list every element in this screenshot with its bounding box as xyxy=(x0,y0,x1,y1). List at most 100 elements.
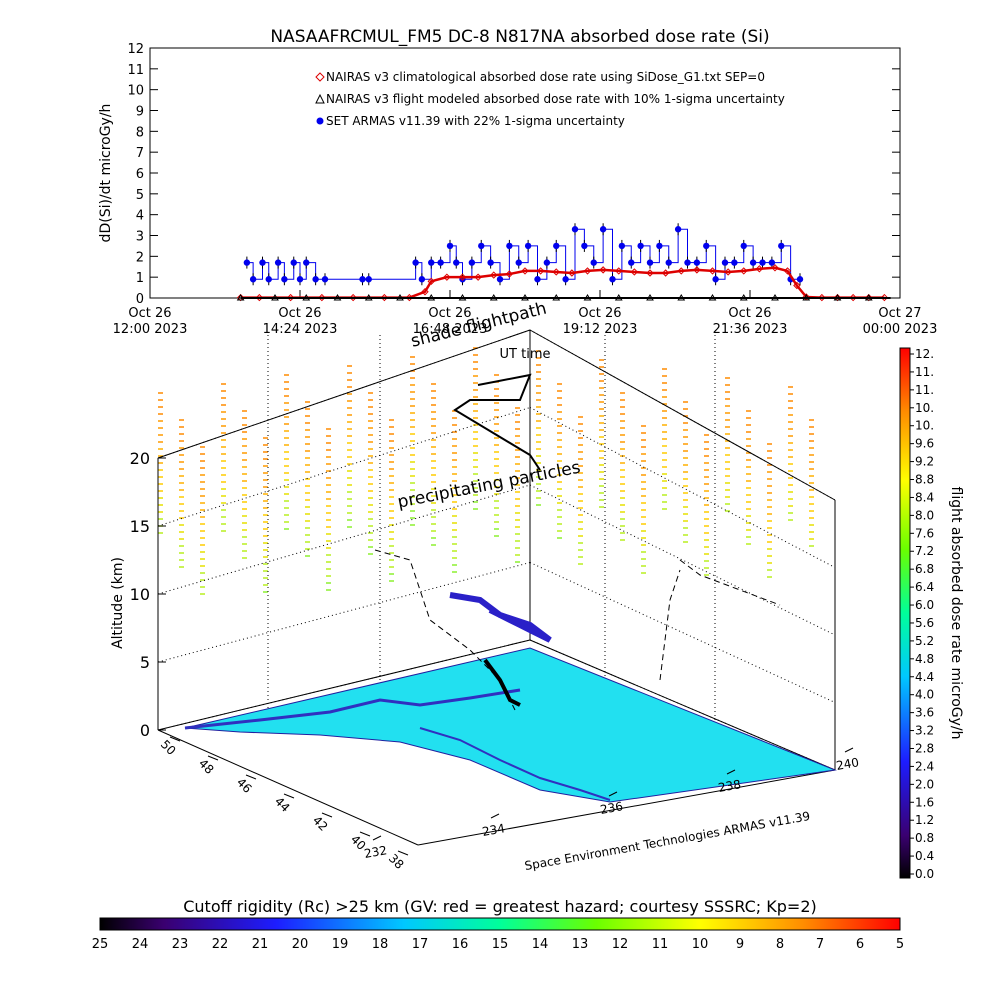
climatological-point xyxy=(880,293,889,302)
climatological-point xyxy=(568,269,576,277)
chart-title: NASAAFRCMUL_FM5 DC-8 N817NA absorbed dos… xyxy=(270,27,769,47)
x-tick-day: Oct 26 xyxy=(728,306,771,321)
y-tick-label: 6 xyxy=(136,167,144,182)
climatological-point xyxy=(318,293,326,302)
armas-connector xyxy=(668,229,679,264)
x-tick-time: 19:12 2023 xyxy=(563,322,638,337)
colorbar-tick-label: 10. xyxy=(915,401,934,415)
x-tick-day: Oct 26 xyxy=(428,306,471,321)
latitude-tick xyxy=(245,774,257,780)
climatological-point xyxy=(474,273,482,281)
cutoff-gradient xyxy=(99,917,901,931)
cutoff-tick-label: 13 xyxy=(572,937,589,952)
climatological-point xyxy=(724,268,732,276)
flight-track-shadow xyxy=(374,549,516,711)
cutoff-tick-label: 5 xyxy=(896,937,904,952)
armas-connector xyxy=(528,245,538,280)
cutoff-tick-label: 11 xyxy=(652,937,669,952)
altitude-gridline xyxy=(157,484,531,595)
climatological-point xyxy=(661,269,670,277)
climatological-series xyxy=(236,264,889,302)
altitude-axis-label: Altitude (km) xyxy=(110,557,126,649)
colorbar-tick-label: 8.8 xyxy=(915,473,934,487)
armas-connector xyxy=(593,229,604,264)
colorbar-tick-label: 2.8 xyxy=(915,741,934,755)
longitude-tick-label: 240 xyxy=(835,755,860,773)
latitude-tick xyxy=(359,831,371,837)
climatological-point xyxy=(380,293,389,302)
x-tick-day: Oct 27 xyxy=(878,306,921,321)
cutoff-tick-label: 8 xyxy=(776,937,784,952)
cutoff-tick-label: 6 xyxy=(856,937,864,952)
colorbar-tick-label: 11. xyxy=(915,365,934,379)
colorbar-tick-label: 2.4 xyxy=(915,759,934,773)
colorbar-tick-label: 3.2 xyxy=(915,724,934,738)
colorbar-tick-label: 1.6 xyxy=(915,795,934,809)
cutoff-tick-label: 14 xyxy=(532,937,549,952)
y-tick-label: 9 xyxy=(136,105,144,120)
colorbar-tick-label: 9.2 xyxy=(915,455,934,469)
cutoff-tick-label: 16 xyxy=(452,937,469,952)
latitude-tick-label: 46 xyxy=(234,775,255,796)
y-tick-label: 4 xyxy=(136,209,144,224)
climatological-point xyxy=(833,293,842,302)
latitude-tick xyxy=(169,736,181,742)
flight-track-projection-top xyxy=(453,373,541,471)
armas-connector xyxy=(500,245,510,280)
3d-gridlines xyxy=(157,329,836,771)
climatological-point xyxy=(771,264,779,272)
cutoff-tick-label: 19 xyxy=(332,937,349,952)
legend-label: NAIRAS v3 climatological absorbed dose r… xyxy=(326,70,765,84)
flight-track-wall-shadow xyxy=(679,559,781,606)
latitude-tick-label: 50 xyxy=(158,737,179,758)
latitude-tick xyxy=(207,755,219,761)
y-axis-label: dD(Si)/dt microGy/h xyxy=(98,104,114,243)
climatological-point xyxy=(458,273,467,281)
latitude-tick xyxy=(397,850,409,856)
altitude-tick-label: 10 xyxy=(130,585,150,604)
x-tick-time: 16:48 2023 xyxy=(413,322,488,337)
climatological-point xyxy=(236,293,245,302)
climatological-point xyxy=(443,273,451,281)
latitude-tick xyxy=(321,812,333,818)
y-tick-label: 8 xyxy=(136,125,144,140)
cutoff-tick-label: 18 xyxy=(372,937,389,952)
legend-marker xyxy=(315,93,325,104)
colorbar-tick-label: 2.0 xyxy=(915,777,934,791)
altitude-gridline xyxy=(529,484,836,636)
altitude-gridline xyxy=(157,329,531,459)
y-tick-label: 0 xyxy=(136,292,144,307)
climatological-point xyxy=(521,267,529,275)
climatological-point xyxy=(505,270,514,278)
colorbar-gradient xyxy=(899,347,911,879)
climatological-point xyxy=(755,265,764,273)
cutoff-tick-label: 9 xyxy=(736,937,744,952)
legend-marker xyxy=(315,72,325,82)
colorbar-tick-label: 7.2 xyxy=(915,544,934,558)
altitude-tick-label: 5 xyxy=(140,653,150,672)
colorbar-tick-label: 11. xyxy=(915,383,934,397)
longitude-tick xyxy=(844,747,854,753)
x-tick-time: 14:24 2023 xyxy=(263,322,338,337)
flight-model-series xyxy=(236,294,891,301)
cutoff-tick-label: 10 xyxy=(692,937,709,952)
colorbar-tick-label: 6.8 xyxy=(915,562,934,576)
colorbar-tick-label: 4.4 xyxy=(915,670,934,684)
climatological-point xyxy=(740,267,748,275)
legend-label: SET ARMAS v11.39 with 22% 1-sigma uncert… xyxy=(326,114,625,128)
latitude-tick-label: 38 xyxy=(386,851,407,872)
altitude-gridline xyxy=(529,407,836,568)
armas-connector xyxy=(706,245,717,280)
colorbar-tick-label: 4.0 xyxy=(915,688,934,702)
cutoff-tick-label: 24 xyxy=(132,937,149,952)
cutoff-tick-label: 21 xyxy=(252,937,269,952)
y-tick-label: 7 xyxy=(136,146,144,161)
armas-connector xyxy=(612,245,623,280)
colorbar-tick-label: 9.6 xyxy=(915,437,934,451)
y-tick-label: 2 xyxy=(136,250,144,265)
flight-track-descent xyxy=(483,658,521,707)
